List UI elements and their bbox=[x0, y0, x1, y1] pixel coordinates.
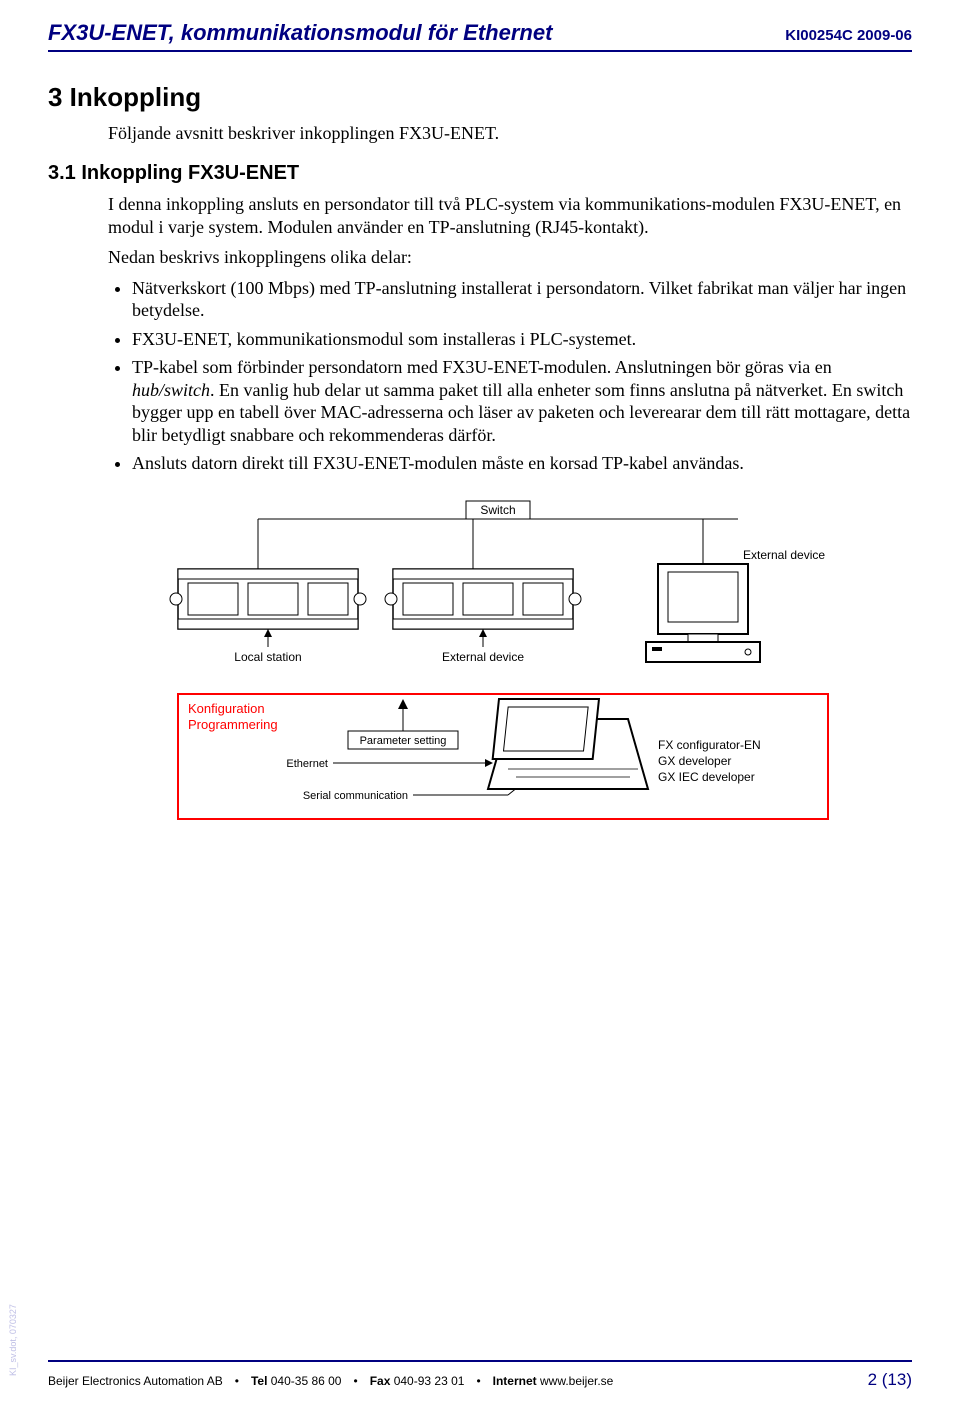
footer-fax-label: Fax bbox=[370, 1374, 391, 1388]
list-item-text: TP-kabel som förbinder persondatorn med … bbox=[132, 357, 910, 445]
gx-iec-label: GX IEC developer bbox=[658, 770, 755, 784]
section-intro: Följande avsnitt beskriver inkopplingen … bbox=[108, 123, 912, 144]
list-item: Ansluts datorn direkt till FX3U-ENET-mod… bbox=[132, 452, 912, 475]
diagram-local-station-label: Local station bbox=[234, 650, 301, 664]
gx-dev-label: GX developer bbox=[658, 754, 731, 768]
diagram-switch-label: Switch bbox=[480, 503, 515, 517]
bullet-list: Nätverkskort (100 Mbps) med TP-anslutnin… bbox=[108, 277, 912, 475]
diagram-ext-dev2-label: External device bbox=[442, 650, 524, 664]
param-setting-label: Parameter setting bbox=[360, 735, 447, 747]
diagram-svg: Switch External device Local station bbox=[148, 499, 848, 839]
monitor-icon bbox=[646, 564, 760, 662]
page-header: FX3U-ENET, kommunikationsmodul för Ether… bbox=[48, 20, 912, 52]
config-l2: Programmering bbox=[188, 717, 278, 732]
list-item: FX3U-ENET, kommunikationsmodul som insta… bbox=[132, 328, 912, 351]
body-para-1: I denna inkoppling ansluts en persondato… bbox=[108, 193, 912, 238]
fx-conf-label: FX configurator-EN bbox=[658, 738, 761, 752]
list-item: TP-kabel som förbinder persondatorn med … bbox=[132, 356, 912, 446]
list-item: Nätverkskort (100 Mbps) med TP-anslutnin… bbox=[132, 277, 912, 322]
diagram-ext-dev-label: External device bbox=[743, 548, 825, 562]
header-code: KI00254C 2009-06 bbox=[785, 27, 912, 44]
config-l1: Konfiguration bbox=[188, 701, 265, 716]
laptop-icon bbox=[488, 699, 648, 789]
page-number: 2 (13) bbox=[868, 1370, 912, 1390]
footer-company: Beijer Electronics Automation AB bbox=[48, 1374, 223, 1388]
footer-internet-value: www.beijer.se bbox=[537, 1374, 614, 1388]
header-title: FX3U-ENET, kommunikationsmodul för Ether… bbox=[48, 20, 552, 46]
section-heading: 3 Inkoppling bbox=[48, 82, 912, 113]
footer-internet-label: Internet bbox=[493, 1374, 537, 1388]
serial-label: Serial communication bbox=[303, 790, 408, 802]
side-doc-ref: KI_sv.dot, 070327 bbox=[8, 1304, 18, 1376]
network-diagram: Switch External device Local station bbox=[148, 499, 912, 844]
plc-icon bbox=[170, 569, 366, 629]
subsection-heading: 3.1 Inkoppling FX3U-ENET bbox=[48, 162, 912, 185]
footer-tel-label: Tel bbox=[251, 1374, 267, 1388]
footer-fax-value: 040-93 23 01 bbox=[390, 1374, 464, 1388]
page-footer: Beijer Electronics Automation AB • Tel 0… bbox=[48, 1360, 912, 1390]
footer-tel-value: 040-35 86 00 bbox=[267, 1374, 341, 1388]
body-para-2: Nedan beskrivs inkopplingens olika delar… bbox=[108, 246, 912, 269]
ethernet-label: Ethernet bbox=[286, 758, 328, 770]
plc-icon bbox=[385, 569, 581, 629]
